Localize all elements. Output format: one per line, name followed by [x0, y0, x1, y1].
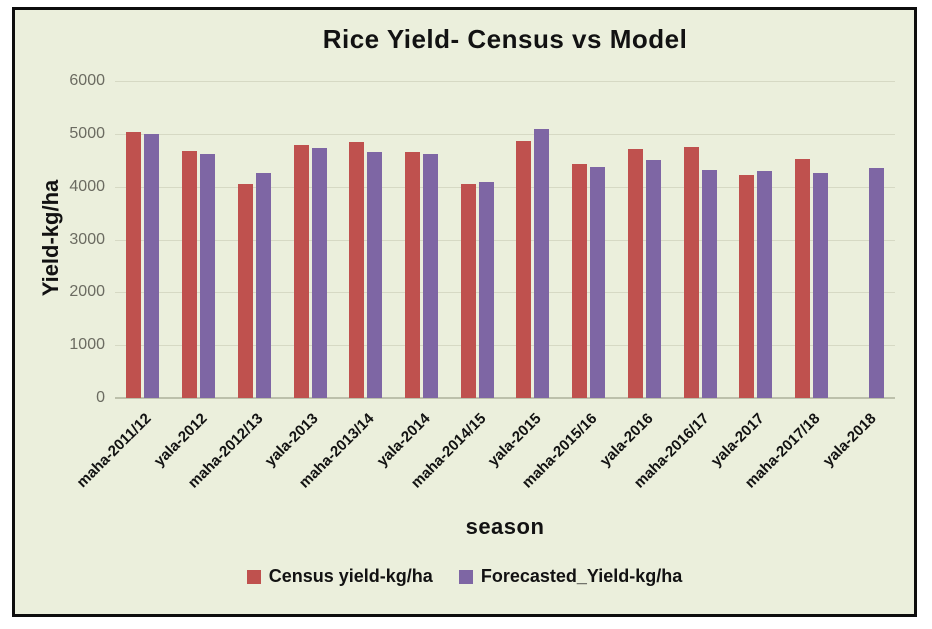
- bar-group-yala-2016: [616, 81, 672, 398]
- bar-census-yala-2017: [739, 175, 755, 398]
- bar-group-maha-2016/17: [672, 81, 728, 398]
- legend-label-forecast: Forecasted_Yield-kg/ha: [480, 566, 683, 586]
- bar-census-maha-2012/13: [237, 184, 253, 398]
- x-axis-tick-labels: maha-2011/12 yala-2012 maha-2012/13 yala-20…: [74, 402, 895, 517]
- legend-label-census: Census yield-kg/ha: [268, 566, 433, 586]
- bar-forecast-yala-2018: [868, 167, 884, 398]
- bar-forecast-yala-2016: [645, 159, 661, 398]
- plot-area: [115, 81, 895, 399]
- x-tick-label: maha-2011/12: [73, 410, 155, 492]
- bar-census-maha-2011/12: [126, 132, 142, 398]
- gridline-0: [115, 397, 895, 399]
- bar-forecast-maha-2011/12: [144, 134, 160, 398]
- bar-group-yala-2012: [171, 81, 227, 398]
- bar-forecast-yala-2015: [534, 129, 550, 398]
- y-tick-1000: 1000: [69, 336, 105, 354]
- legend-swatch-census-icon: [246, 569, 261, 584]
- bar-forecast-yala-2017: [757, 171, 773, 398]
- bar-group-yala-2017: [728, 81, 784, 398]
- bar-census-maha-2014/15: [460, 183, 476, 398]
- bar-group-yala-2014: [394, 81, 450, 398]
- bar-census-maha-2015/16: [572, 163, 588, 398]
- bar-group-yala-2015: [505, 81, 561, 398]
- chart-frame: Rice Yield- Census vs Model Yield-kg/ha …: [12, 7, 917, 617]
- bar-forecast-maha-2013/14: [367, 151, 383, 398]
- bar-group-maha-2014/15: [449, 81, 505, 398]
- bar-forecast-maha-2015/16: [590, 167, 606, 398]
- bar-census-yala-2013: [293, 144, 309, 398]
- chart-title: Rice Yield- Census vs Model: [322, 24, 688, 54]
- bar-group-yala-2018: [839, 81, 895, 398]
- bar-census-yala-2015: [516, 141, 532, 398]
- bar-group-maha-2011/12: [115, 81, 171, 398]
- gridline-6000: [115, 81, 895, 82]
- y-tick-3000: 3000: [69, 230, 105, 248]
- bar-group-maha-2013/14: [338, 81, 394, 398]
- gridline-2000: [115, 292, 895, 294]
- bar-group-maha-2012/13: [226, 81, 282, 398]
- legend: Census yield-kg/ha Forecasted_Yield-kg/h…: [15, 566, 914, 587]
- y-tick-5000: 5000: [69, 124, 105, 142]
- x-tick-label: yala-2014: [373, 410, 434, 470]
- legend-item-forecast: Forecasted_Yield-kg/ha: [458, 566, 683, 587]
- bar-group-maha-2015/16: [561, 81, 617, 398]
- bar-census-maha-2017/18: [794, 159, 810, 398]
- bar-forecast-maha-2017/18: [812, 173, 828, 398]
- x-axis-title: season: [465, 514, 545, 539]
- bar-forecast-maha-2012/13: [255, 172, 271, 398]
- bar-census-maha-2013/14: [349, 142, 365, 398]
- y-tick-6000: 6000: [69, 72, 105, 89]
- bar-census-yala-2014: [404, 152, 420, 398]
- x-tick-label: yala-2018: [819, 410, 880, 470]
- y-tick-2000: 2000: [69, 283, 105, 301]
- gridline-3000: [115, 239, 895, 241]
- bar-forecast-yala-2012: [200, 154, 216, 398]
- x-tick-label: yala-2016: [596, 410, 657, 470]
- bar-groups: [115, 81, 895, 398]
- bar-census-yala-2012: [182, 150, 198, 398]
- legend-swatch-forecast-icon: [458, 569, 473, 584]
- gridline-5000: [115, 133, 895, 135]
- bar-group-maha-2017/18: [784, 81, 840, 398]
- bar-forecast-maha-2016/17: [701, 170, 717, 398]
- bar-census-yala-2016: [627, 149, 643, 398]
- bar-forecast-yala-2014: [422, 153, 438, 398]
- bar-census-maha-2016/17: [683, 147, 699, 398]
- y-tick-0: 0: [96, 389, 105, 406]
- bar-forecast-yala-2013: [311, 148, 327, 398]
- gridline-1000: [115, 345, 895, 347]
- y-tick-4000: 4000: [69, 177, 105, 195]
- bar-group-yala-2013: [282, 81, 338, 398]
- legend-item-census: Census yield-kg/ha: [246, 566, 433, 587]
- bar-forecast-maha-2014/15: [478, 181, 494, 398]
- gridline-4000: [115, 186, 895, 188]
